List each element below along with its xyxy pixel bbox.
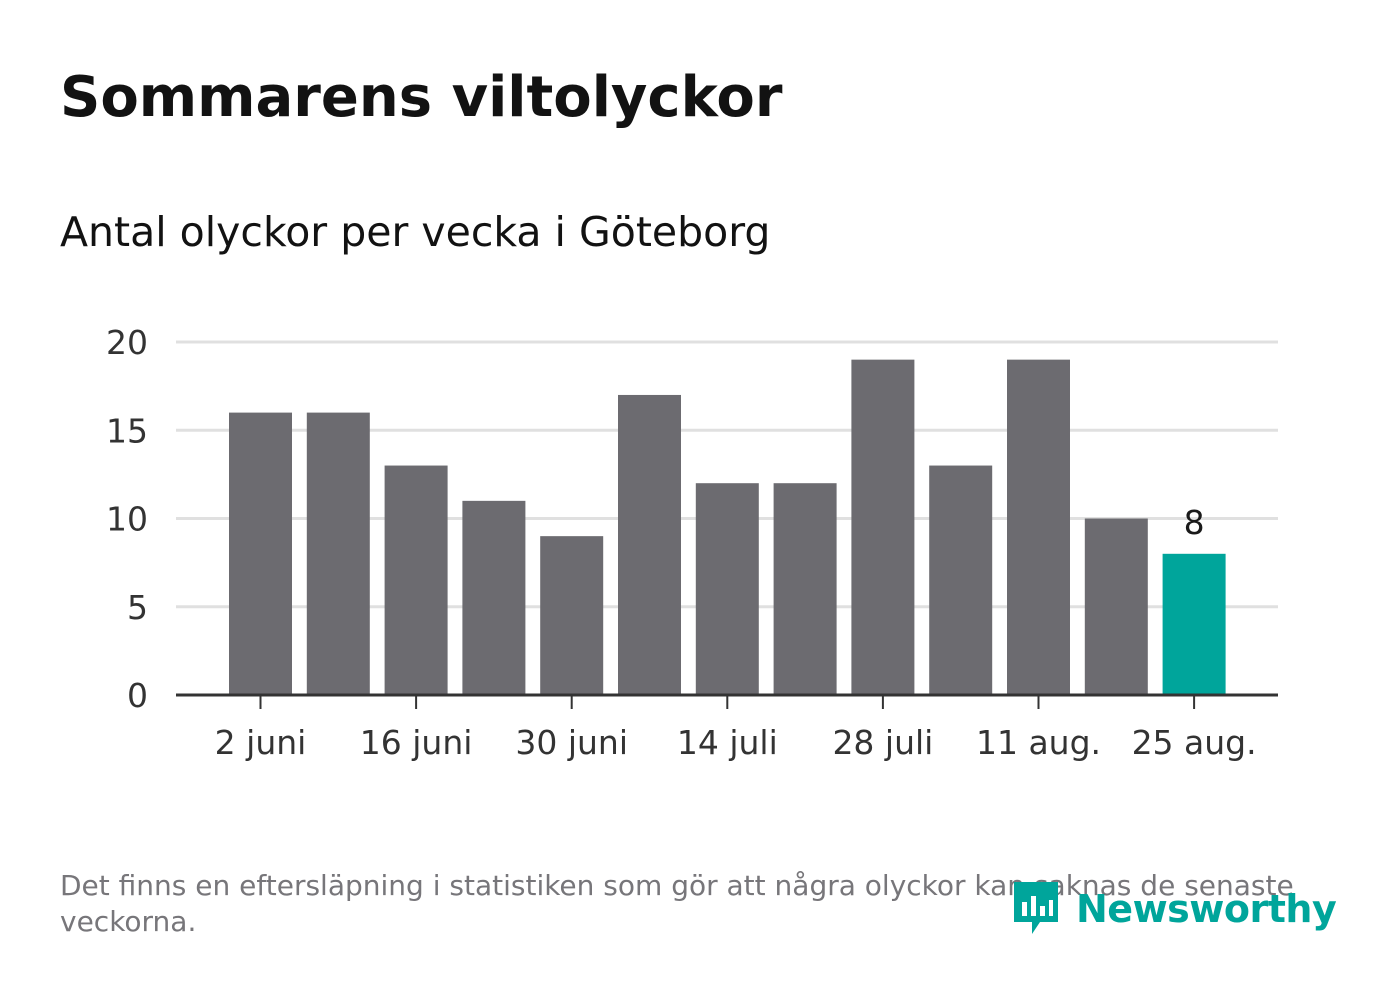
bar [851,359,915,695]
page-title: Sommarens viltolyckor [60,65,783,130]
x-tick-label: 2 juni [215,723,307,762]
data-labels: 8 [1184,503,1205,542]
x-tick-label: 11 aug. [976,723,1101,762]
bar [462,500,526,695]
y-tick-label: 20 [106,323,148,362]
x-tick-label: 30 juni [515,723,628,762]
footnote: Det finns en eftersläpning i statistiken… [60,869,1294,938]
logo-wordmark: Newsworthy [1076,887,1337,931]
y-tick-label: 15 [106,411,148,450]
bars [229,359,1226,695]
y-tick-label: 0 [127,676,148,715]
bar [384,465,448,695]
bar [229,412,292,695]
x-tick-label: 28 juli [832,723,933,762]
bar [695,483,759,695]
x-tick-label: 16 juni [360,723,473,762]
bar-highlight [1162,553,1226,695]
bar [929,465,993,695]
y-axis-ticks: 0 5 10 15 20 [106,323,148,715]
bar [306,412,370,695]
newsworthy-logo: Newsworthy [1010,878,1337,940]
x-axis-ticks: 2 juni 16 juni 30 juni 14 juli 28 juli 11 aug… [215,695,1257,762]
bar-chart-speech-bubble-icon [1014,882,1058,934]
y-tick-label: 5 [127,588,148,627]
bar [1084,518,1148,695]
chart-subtitle: Antal olyckor per vecka i Göteborg [60,208,771,256]
bar [773,483,837,695]
x-tick-label: 25 aug. [1132,723,1257,762]
x-tick-label: 14 juli [677,723,778,762]
bar [1007,359,1070,695]
bar [540,536,604,695]
data-label: 8 [1184,503,1205,542]
bar [618,394,681,695]
y-tick-label: 10 [106,500,148,539]
